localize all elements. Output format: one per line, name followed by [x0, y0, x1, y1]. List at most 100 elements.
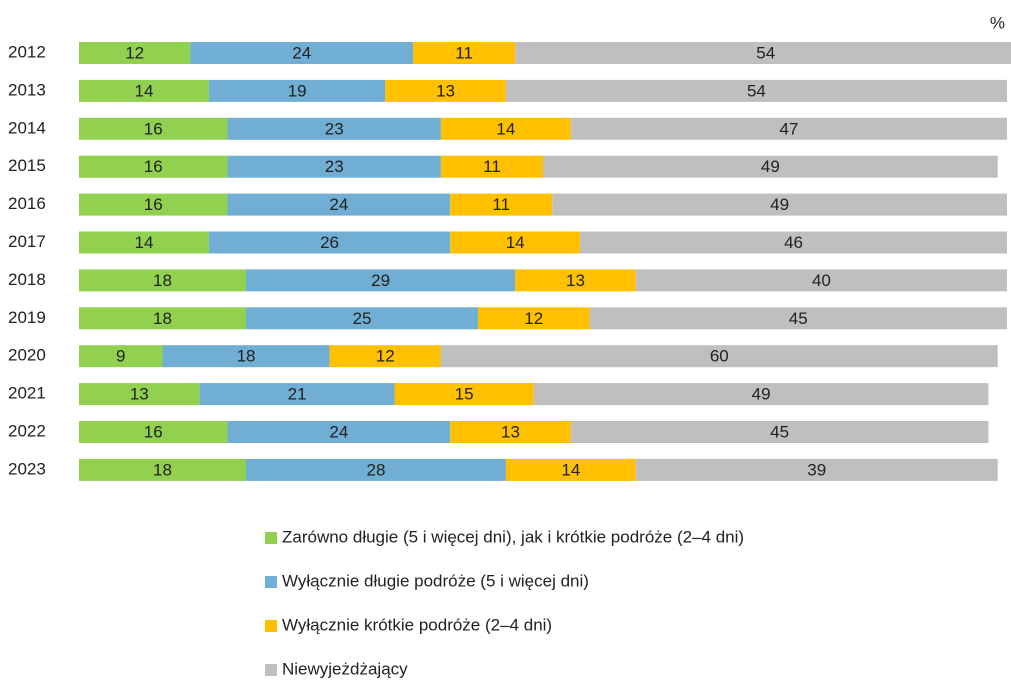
data-label: 60 [710, 347, 729, 366]
bar-segment [79, 307, 247, 330]
legend-swatch [265, 532, 277, 544]
unit-label: % [990, 13, 1005, 32]
bar-segment [515, 42, 1011, 64]
y-tick-label: 2018 [8, 270, 46, 289]
y-tick-label: 2019 [8, 308, 46, 327]
legend-label: Wyłącznie krótkie podróże (2–4 dni) [282, 615, 552, 634]
bar-segment [162, 345, 330, 368]
bar-segment [329, 345, 441, 368]
data-label: 46 [784, 233, 803, 252]
data-label: 16 [144, 157, 163, 176]
bar-segment [246, 269, 516, 292]
data-label: 14 [134, 81, 153, 100]
bar-segment [208, 231, 451, 254]
bar-segment [450, 231, 581, 254]
y-tick-label: 2023 [8, 459, 46, 478]
data-label: 24 [292, 43, 311, 62]
data-label: 54 [756, 43, 775, 62]
data-label: 18 [153, 460, 172, 479]
bar-segment [227, 421, 451, 443]
data-label: 23 [325, 157, 344, 176]
data-label: 14 [496, 119, 515, 138]
data-label: 19 [288, 81, 307, 100]
bar-segment [246, 307, 479, 330]
data-label: 11 [455, 43, 473, 62]
bar-segment [190, 42, 414, 64]
data-label: 13 [436, 81, 455, 100]
legend-label: Niewyjeżdżający [282, 659, 408, 678]
bar-segment [570, 117, 1007, 140]
bar-segment [208, 79, 386, 102]
bar-segment [79, 345, 163, 368]
data-label: 45 [770, 422, 789, 441]
bar-segment [79, 231, 209, 254]
bar-segment [570, 421, 989, 443]
data-label: 13 [130, 385, 149, 404]
data-label: 18 [237, 347, 256, 366]
data-label: 23 [325, 119, 344, 138]
data-label: 15 [455, 385, 474, 404]
bar-segment [79, 269, 247, 292]
bar-segment [79, 117, 228, 140]
bar-segment [635, 458, 998, 481]
data-label: 45 [789, 309, 808, 328]
bar-segment [79, 79, 209, 102]
bar-segment [589, 307, 1007, 330]
bar-segment [227, 117, 441, 140]
bar-segment [478, 307, 590, 330]
y-tick-label: 2020 [8, 346, 46, 365]
data-label: 12 [376, 347, 395, 366]
bar-segment [440, 155, 543, 178]
data-label: 18 [153, 271, 172, 290]
data-label: 47 [779, 119, 798, 138]
bar-segment [450, 421, 571, 443]
data-label: 39 [807, 460, 826, 479]
bar-segment [505, 458, 636, 481]
data-label: 13 [501, 422, 520, 441]
bar-segment [580, 231, 1007, 254]
bar-segment [413, 42, 516, 64]
y-tick-label: 2015 [8, 156, 46, 175]
data-label: 16 [144, 195, 163, 214]
data-label: 12 [125, 43, 144, 62]
data-label: 24 [329, 195, 348, 214]
data-label: 11 [483, 157, 501, 176]
bar-segment [79, 155, 228, 178]
bar-segment [515, 269, 636, 292]
bar-segment [635, 269, 1007, 292]
bar-segment [533, 383, 989, 406]
data-label: 14 [506, 233, 525, 252]
data-label: 25 [353, 309, 372, 328]
legend-swatch [265, 664, 277, 676]
data-label: 24 [329, 422, 348, 441]
bar-segment [227, 193, 451, 216]
legend-label: Wyłącznie długie podróże (5 i więcej dni… [282, 571, 589, 590]
data-label: 11 [492, 195, 510, 214]
data-label: 26 [320, 233, 339, 252]
y-tick-label: 2014 [8, 118, 46, 137]
legend-label: Zarówno długie (5 i więcej dni), jak i k… [282, 527, 744, 546]
data-label: 54 [747, 81, 766, 100]
legend-swatch [265, 620, 277, 632]
data-label: 14 [134, 233, 153, 252]
data-label: 21 [288, 385, 307, 404]
legend-swatch [265, 576, 277, 588]
data-label: 49 [770, 195, 789, 214]
bar-segment [394, 383, 534, 406]
data-label: 49 [752, 385, 771, 404]
y-tick-label: 2021 [8, 384, 46, 403]
data-label: 28 [366, 460, 385, 479]
y-tick-label: 2016 [8, 194, 46, 213]
data-label: 16 [144, 119, 163, 138]
bar-segment [79, 42, 191, 64]
bar-segment [543, 155, 998, 178]
bar-segment [79, 193, 228, 216]
bar-segment [505, 79, 1007, 102]
data-label: 18 [153, 309, 172, 328]
bar-segment [440, 345, 998, 368]
data-label: 14 [561, 460, 580, 479]
data-label: 9 [116, 347, 125, 366]
bar-segment [199, 383, 395, 406]
y-tick-label: 2012 [8, 42, 46, 61]
